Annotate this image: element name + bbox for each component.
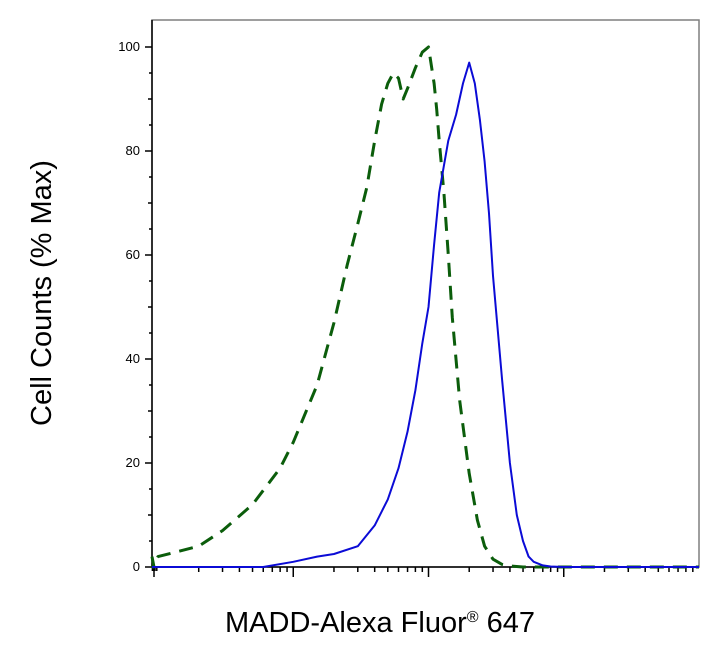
- axis-ticks: [145, 46, 694, 577]
- y-tick-label: 80: [126, 143, 140, 158]
- y-tick-label: 60: [126, 247, 140, 262]
- series-layer: [150, 45, 699, 569]
- x-axis-title: MADD-Alexa Fluor® 647: [225, 607, 535, 639]
- x-axis-title-suffix: 647: [479, 607, 535, 639]
- y-tick-labels: 0 20 40 60 80 100: [118, 39, 140, 574]
- x-axis-title-main: MADD-Alexa Fluor: [225, 607, 467, 639]
- y-tick-label: 100: [118, 39, 140, 54]
- y-tick-label: 0: [133, 559, 140, 574]
- y-axis-title: Cell Counts (% Max): [26, 160, 58, 426]
- series-dashed-line: [150, 45, 699, 569]
- registered-mark: ®: [467, 609, 479, 626]
- plot-frame: [151, 19, 700, 568]
- y-tick-label: 40: [126, 351, 140, 366]
- y-tick-label: 20: [126, 455, 140, 470]
- series-solid-line: [152, 61, 699, 568]
